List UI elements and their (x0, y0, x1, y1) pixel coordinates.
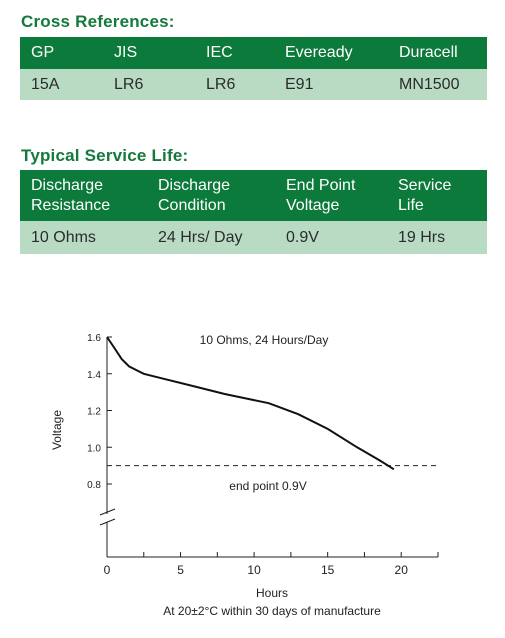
value-duracell: MN1500 (399, 75, 460, 93)
y-tick-label: 0.8 (87, 480, 101, 491)
y-axis-break-mark (99, 508, 116, 526)
end-point-annotation: end point 0.9V (229, 479, 306, 493)
cross-references-header-row: GP JIS IEC Eveready Duracell (20, 37, 487, 69)
chart-caption: At 20±2°C within 30 days of manufacture (163, 604, 381, 618)
x-tick-label: 15 (321, 563, 335, 577)
header-gp: GP (31, 44, 55, 61)
header-discharge-resistance-line2: Resistance (31, 196, 111, 214)
x-tick-label: 0 (104, 563, 111, 577)
series-annotation: 10 Ohms, 24 Hours/Day (200, 333, 329, 347)
header-discharge-resistance: Discharge Resistance (20, 176, 147, 216)
value-discharge-condition: 24 Hrs/ Day (158, 228, 243, 246)
cross-references-value-row: 15A LR6 LR6 E91 MN1500 (20, 69, 487, 100)
break-slash-lower (99, 518, 116, 526)
cross-references-title: Cross References: (21, 12, 175, 31)
service-life-table: Discharge Resistance Discharge Condition… (20, 170, 487, 254)
header-eveready: Eveready (285, 44, 353, 61)
header-end-point-voltage: End Point Voltage (275, 176, 387, 216)
service-life-value-row: 10 Ohms 24 Hrs/ Day 0.9V 19 Hrs (20, 221, 487, 254)
header-duracell: Duracell (399, 44, 458, 61)
service-life-header-row: Discharge Resistance Discharge Condition… (20, 170, 487, 221)
header-end-point-voltage-line2: Voltage (286, 196, 340, 214)
value-eveready: E91 (285, 75, 314, 93)
y-tick-label: 1.4 (87, 370, 101, 381)
header-service-life-line1: Service (398, 176, 452, 194)
y-ticks: 0.8 1.0 1.2 1.4 1.6 (87, 333, 112, 491)
x-tick-label: 10 (247, 563, 261, 577)
x-tick-label: 20 (395, 563, 409, 577)
y-tick-label: 1.0 (87, 443, 101, 454)
y-tick-label: 1.2 (87, 407, 101, 418)
x-tick-label: 5 (177, 563, 184, 577)
header-discharge-condition: Discharge Condition (147, 176, 275, 216)
y-tick-label: 1.6 (87, 333, 101, 344)
header-iec: IEC (206, 44, 233, 61)
value-service-life: 19 Hrs (398, 228, 446, 246)
header-discharge-condition-line1: Discharge (158, 176, 231, 194)
header-discharge-condition-line2: Condition (158, 196, 226, 214)
y-axis-label: Voltage (50, 410, 64, 450)
service-life-title: Typical Service Life: (21, 146, 189, 165)
value-iec: LR6 (206, 75, 236, 93)
header-jis: JIS (114, 44, 138, 61)
x-ticks: 0 5 10 15 20 (104, 552, 439, 577)
discharge-chart: 0.8 1.0 1.2 1.4 1.6 0 5 10 15 20 10 Ohms, 24 Hou… (50, 333, 439, 618)
header-service-life-line2: Life (398, 196, 424, 214)
value-gp: 15A (31, 75, 60, 93)
value-end-point-voltage: 0.9V (286, 228, 319, 246)
discharge-curve (106, 336, 395, 471)
cross-references-table: GP JIS IEC Eveready Duracell 15A LR6 LR6… (20, 37, 487, 100)
break-slash-upper (99, 508, 116, 516)
header-discharge-resistance-line1: Discharge (31, 176, 104, 194)
header-end-point-voltage-line1: End Point (286, 176, 356, 194)
value-discharge-resistance: 10 Ohms (31, 228, 96, 246)
value-jis: LR6 (114, 75, 144, 93)
x-axis-label: Hours (256, 586, 288, 600)
chart-axes (106, 337, 438, 558)
header-service-life: Service Life (387, 176, 487, 216)
